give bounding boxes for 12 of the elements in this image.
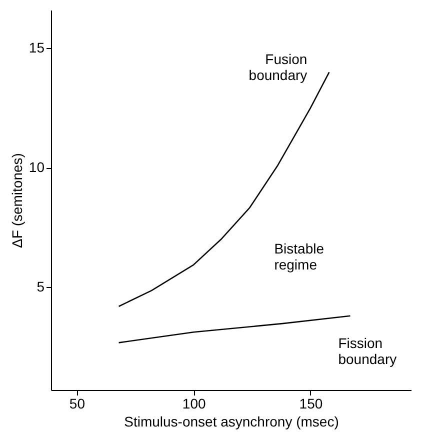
x-tick-label: 50 bbox=[69, 396, 86, 412]
x-axis-title: Stimulus-onset asynchrony (msec) bbox=[124, 414, 339, 430]
y-tick-label: 10 bbox=[28, 159, 45, 176]
series-label: Fusion boundary bbox=[248, 51, 308, 84]
x-tick-label: 150 bbox=[299, 396, 323, 412]
y-tick-label: 5 bbox=[36, 278, 45, 295]
annotation: Bistable regime bbox=[274, 240, 324, 272]
x-tick-label: 100 bbox=[182, 396, 206, 412]
y-axis-title: ΔF (semitones) bbox=[8, 153, 25, 248]
series-label: Fission boundary bbox=[338, 334, 397, 367]
line-series bbox=[118, 71, 330, 307]
y-tick-label: 15 bbox=[28, 40, 45, 56]
